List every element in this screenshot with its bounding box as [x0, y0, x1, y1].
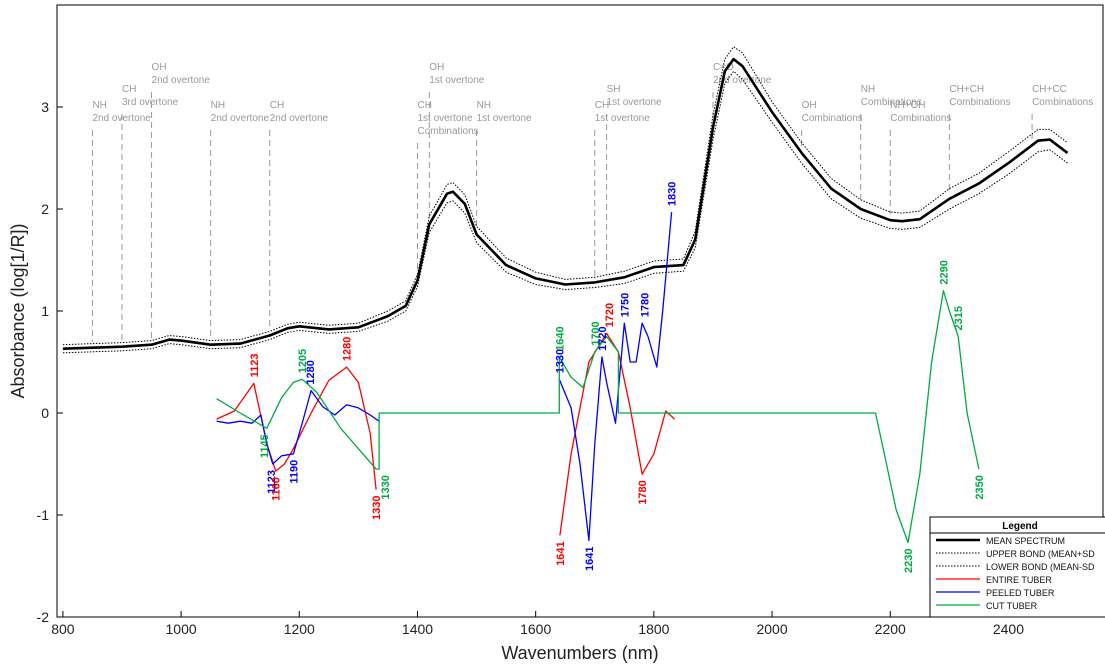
peak-label: 1641 [584, 547, 596, 571]
band-label: Combinations [1032, 97, 1093, 108]
band-label: SH [607, 84, 621, 95]
peak-label: 1190 [288, 460, 300, 484]
legend-label: MEAN SPECTRUM [986, 536, 1065, 546]
axes: 800 1000 1200 1400 1600 1800 2000 2200 2400 -2 -1 0… [37, 99, 1025, 637]
peak-label: 2315 [953, 306, 965, 330]
peak-label: 1641 [555, 541, 567, 565]
legend-title: Legend [1002, 521, 1038, 532]
peak-label: 1330 [371, 496, 383, 520]
band-label: 1st overtone [417, 113, 472, 124]
x-tick-label: 2400 [993, 621, 1024, 637]
y-tick-label: 2 [41, 201, 49, 217]
band-label: CH [595, 100, 609, 111]
x-tick-label: 1200 [284, 621, 315, 637]
x-tick-label: 1600 [520, 621, 551, 637]
band-label: OH [429, 62, 444, 73]
band-label: 2nd overtone [270, 113, 329, 124]
peak-label: 1750 [619, 293, 631, 317]
peak-label: 2230 [903, 549, 915, 573]
band-label: 2nd overtone [152, 75, 211, 86]
band-label: NH [861, 84, 875, 95]
x-axis-label: Wavenumbers (nm) [501, 643, 658, 663]
legend: Legend MEAN SPECTRUM UPPER BOND (MEAN+SD L… [929, 516, 1105, 618]
y-axis-label: Absorbance (log[1/R]) [8, 223, 28, 398]
band-label: CH [417, 100, 431, 111]
peak-labels: 1123 120512801280114511231160119013301330… [249, 182, 986, 573]
legend-box [929, 516, 1105, 618]
series-lower-bond-mean-sd [62, 70, 1068, 354]
band-label: Combinations [949, 97, 1010, 108]
peak-label: 1780 [637, 480, 649, 504]
band-label: 3rd overtone [122, 97, 179, 108]
peak-label: 1830 [667, 182, 679, 206]
peak-label: 1700 [590, 321, 602, 345]
band-label: OH [152, 62, 167, 73]
x-tick-label: 2000 [756, 621, 787, 637]
peak-label: 1280 [305, 360, 317, 384]
legend-label: ENTIRE TUBER [986, 575, 1052, 585]
band-label: NH [92, 100, 106, 111]
band-label: 2nd overtone [211, 113, 270, 124]
band-label: Combinations [861, 97, 922, 108]
peak-label: 1330 [380, 475, 392, 499]
x-tick-label: 1400 [402, 621, 433, 637]
peak-label: 1205 [297, 349, 309, 373]
peak-label: 1330 [554, 349, 566, 373]
y-tick-label: 3 [41, 99, 49, 115]
band-label: NH [211, 100, 225, 111]
series-upper-bond-mean-sd [62, 46, 1068, 346]
peak-label: 1145 [259, 434, 271, 458]
band-label: CH+CH [949, 84, 984, 95]
peak-label: 1720 [604, 303, 616, 327]
band-label: 2nd overtone [713, 75, 772, 86]
plot-area [56, 4, 1104, 618]
peak-label: 1280 [342, 337, 354, 361]
y-tick-label: -2 [37, 609, 50, 625]
x-tick-label: 1000 [166, 621, 197, 637]
band-label: 1st overtone [429, 75, 484, 86]
series-cut-tuber [216, 289, 980, 544]
y-tick-label: -1 [37, 507, 50, 523]
legend-label: UPPER BOND (MEAN+SD [986, 549, 1095, 559]
band-label: Combinations [890, 113, 951, 124]
band-label: CH [122, 84, 136, 95]
band-label: OH [802, 100, 817, 111]
y-tick-label: 0 [41, 405, 49, 421]
series-peeled-tuber [216, 212, 673, 542]
x-tick-label: 1800 [638, 621, 669, 637]
peak-label: 1160 [271, 477, 283, 501]
peak-label: 1720 [597, 326, 609, 350]
band-label: CH [270, 100, 284, 111]
band-label: NH [477, 100, 491, 111]
legend-label: LOWER BOND (MEAN-SD [986, 562, 1095, 572]
band-label: NH+OH [890, 100, 925, 111]
series-entire-tuber [216, 332, 676, 536]
legend-label: PEELED TUBER [986, 588, 1055, 598]
y-tick-label: 1 [41, 303, 49, 319]
band-label: 1st overtone [477, 113, 532, 124]
band-label: 1st overtone [595, 113, 650, 124]
x-tick-label: 2200 [875, 621, 906, 637]
series-lines [62, 46, 1069, 544]
peak-label: 1123 [266, 470, 278, 494]
peak-label: 1123 [249, 354, 261, 378]
peak-label: 2290 [938, 260, 950, 284]
peak-label: 1780 [639, 293, 651, 317]
peak-label: 2350 [974, 475, 986, 499]
band-label: CH+CC [1032, 84, 1067, 95]
band-label: Combinations [802, 113, 863, 124]
band-label: Combinations [417, 126, 478, 137]
legend-label: CUT TUBER [986, 601, 1038, 611]
x-tick-label: 800 [51, 621, 75, 637]
peak-label: 1640 [554, 326, 566, 350]
series-mean-spectrum [62, 57, 1069, 350]
band-label: 1st overtone [607, 97, 662, 108]
